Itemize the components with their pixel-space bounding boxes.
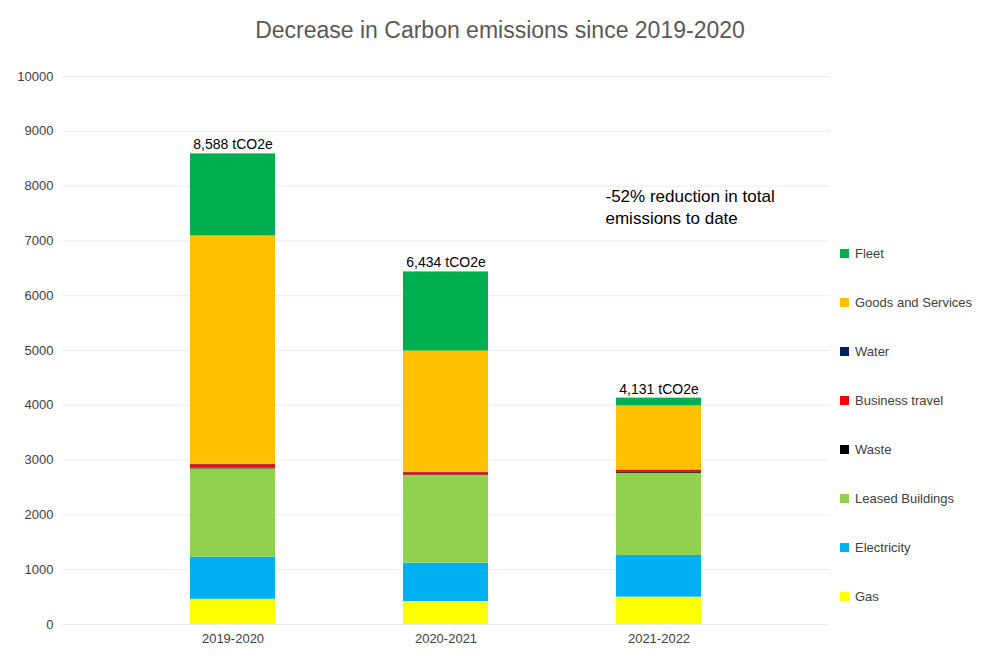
svg-text:2000: 2000	[25, 507, 54, 522]
svg-text:4000: 4000	[25, 397, 54, 412]
svg-text:0: 0	[46, 617, 53, 632]
html-text:Waste: Waste	[855, 442, 892, 457]
html-text:Decrease in Carbon emissions s: Decrease in Carbon emissions since 2019-…	[255, 17, 745, 43]
svg-text:8000: 8000	[25, 178, 54, 193]
html-text:Leased Buildings: Leased Buildings	[855, 491, 954, 506]
svg-text:4,131 tCO2e: 4,131 tCO2e	[619, 381, 699, 397]
svg-text:5000: 5000	[25, 343, 54, 358]
svg-text:2021-2022: 2021-2022	[628, 631, 690, 646]
html-text:Goods and Services: Goods and Services	[855, 295, 973, 310]
html-text:Electricity: Electricity	[855, 540, 911, 555]
svg-text:9000: 9000	[25, 123, 54, 138]
svg-text:1000: 1000	[25, 562, 54, 577]
svg-text:7000: 7000	[25, 233, 54, 248]
svg-text:2019-2020: 2019-2020	[202, 631, 264, 646]
svg-text:10000: 10000	[17, 69, 53, 84]
svg-text:6000: 6000	[25, 288, 54, 303]
svg-text:6,434 tCO2e: 6,434 tCO2e	[406, 254, 486, 270]
svg-text:8,588 tCO2e: 8,588 tCO2e	[193, 136, 273, 152]
svg-text:3000: 3000	[25, 452, 54, 467]
html-text:Business travel: Business travel	[855, 393, 944, 408]
html-text:Water: Water	[855, 344, 890, 359]
svg-text:2020-2021: 2020-2021	[415, 631, 477, 646]
svg-text:-52% reduction in totalemissio: -52% reduction in totalemissions to date	[606, 187, 775, 228]
html-text:Gas: Gas	[855, 589, 879, 604]
html-text:Fleet: Fleet	[855, 246, 884, 261]
